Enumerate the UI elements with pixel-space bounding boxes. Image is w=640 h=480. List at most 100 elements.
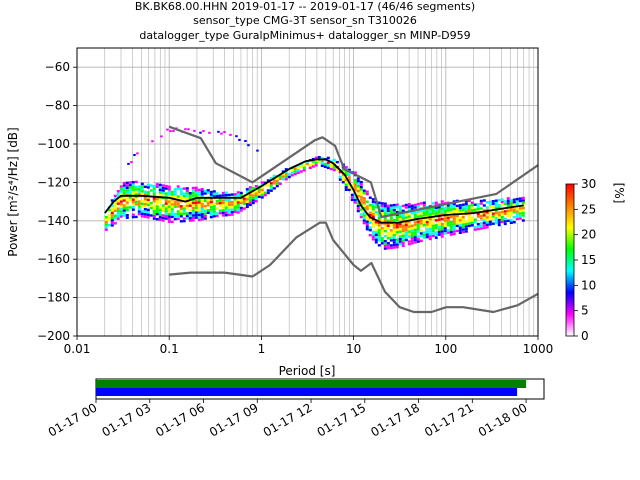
density-cell [215,199,219,203]
density-cell [131,186,135,189]
density-cell [407,212,411,216]
density-cell [440,210,444,213]
density-cell [515,200,519,203]
colorbar-tick-label: 5 [581,304,589,318]
density-cell [482,221,486,225]
density-cell [332,161,336,164]
density-cell [110,206,114,210]
density-cell [386,209,390,212]
density-cell [521,196,525,200]
density-cell [251,194,255,197]
density-cell [362,204,366,207]
density-cell [461,211,465,214]
y-tick-label: −160 [37,252,70,266]
density-cell [131,191,135,194]
density-cell [419,219,423,223]
density-cell [359,193,363,196]
density-cell [131,213,135,216]
density-cell [119,217,123,221]
density-cell [197,218,201,222]
density-cell [179,210,183,213]
density-cell [380,207,384,210]
density-cell [122,204,126,207]
density-cell [236,208,240,212]
density-cell [440,212,444,216]
density-cell [347,178,351,182]
density-cell [194,189,198,192]
density-cell [326,166,330,170]
density-cell [215,202,219,205]
density-cell [449,215,453,219]
density-cell [221,204,225,207]
density-cell [392,241,396,244]
density-cell [176,217,180,221]
density-cell [455,219,459,223]
density-cell [380,204,384,207]
density-cell [143,198,147,201]
density-cell [188,194,192,197]
density-cell [176,185,180,188]
density-cell [212,207,216,211]
density-cell [221,194,225,197]
density-cell [431,212,435,215]
density-cell [230,203,234,206]
density-cell [164,207,168,210]
density-cell [302,169,306,172]
density-cell [485,213,489,217]
density-cell [155,185,159,188]
density-cell [497,206,501,209]
density-cell [437,215,441,219]
density-cell [437,228,441,231]
density-cell [368,206,372,209]
density-cell [206,209,210,212]
density-cell [113,217,117,220]
density-cell [125,201,129,204]
density-cell [158,188,162,192]
density-cell [437,206,441,209]
density-cell [458,226,462,229]
density-cell [476,200,480,203]
density-cell [410,227,414,230]
density-cell [392,218,396,222]
density-cell [290,169,294,172]
density-cell [236,201,240,204]
density-cell [128,186,132,189]
density-cell [422,234,426,237]
density-cell [167,200,171,203]
density-cell [275,177,279,180]
density-cell [164,209,168,213]
density-cell [383,234,387,238]
density-cell [236,191,240,194]
density-cell [164,214,168,218]
density-cell [209,210,213,214]
density-cell [113,222,117,225]
density-cell [506,197,510,200]
density-cell [206,211,210,214]
density-cell [353,188,357,192]
density-cell [140,205,144,208]
density-cell [179,197,183,200]
density-cell [203,189,207,193]
density-cell [365,205,369,208]
density-cell [200,198,204,201]
y-tick-label: −180 [37,291,70,305]
density-cell [374,241,378,244]
timeline-tick-label: 01-17 21 [422,400,476,439]
density-cell [134,215,138,219]
density-cell [134,200,138,204]
density-cell [443,229,447,233]
density-cell [197,211,201,214]
density-cell [380,202,384,205]
density-cell [443,222,447,225]
density-cell [251,186,255,190]
density-cell [158,193,162,197]
density-cell [122,181,126,185]
density-cell [374,213,378,216]
density-cell [509,211,513,214]
density-cell [164,219,168,223]
density-cell [137,202,141,206]
density-cell [119,197,123,201]
density-cell [371,223,375,226]
density-cell [332,158,336,162]
density-cell [515,217,519,221]
